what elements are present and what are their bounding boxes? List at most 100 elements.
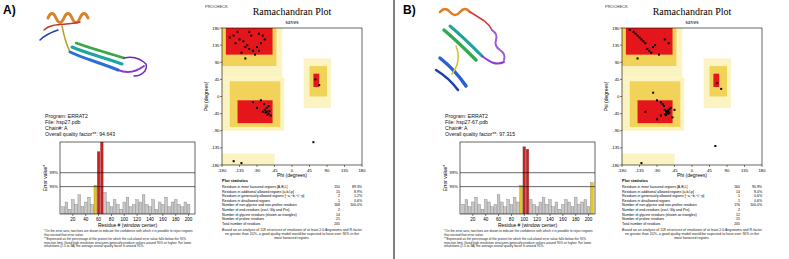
stats-label: Residues in most favoured regions [A,B,L… [222, 185, 287, 189]
bar [568, 202, 571, 214]
y-tick-label: 135 [212, 43, 220, 48]
x-tick-label: 45 [707, 168, 712, 173]
plot-frame [60, 142, 195, 214]
stats-label: Total number of residues [622, 222, 661, 226]
ribbon [40, 30, 58, 40]
ribbon [62, 26, 70, 52]
stats-count: 205 [734, 222, 740, 226]
plot-frame [222, 28, 362, 165]
program-label: PROCHECK [605, 4, 628, 9]
stats-percent: 0.6% [754, 194, 762, 198]
bar [491, 207, 494, 214]
bar [484, 200, 487, 214]
y-tick [220, 79, 222, 80]
bar [571, 207, 574, 214]
errat-info: Overall quality factor**: 94.643 [45, 131, 115, 137]
point [667, 110, 669, 112]
bars [462, 147, 593, 214]
point [262, 111, 264, 113]
bar [587, 207, 590, 214]
bar [107, 202, 110, 214]
bar [536, 207, 539, 214]
panel-divider [394, 0, 395, 259]
bar [149, 207, 152, 214]
core-region [638, 100, 673, 123]
point [640, 162, 642, 164]
point [662, 103, 664, 105]
y-tick [220, 165, 222, 166]
bar [497, 195, 500, 214]
point [235, 42, 237, 44]
stats-title: Plot statistics [222, 178, 249, 183]
stats-count: 168 [334, 203, 340, 207]
generous-region [622, 77, 684, 130]
point [714, 145, 716, 147]
point [233, 35, 235, 37]
stats-note: Based on an analysis of 118 structures o… [622, 228, 762, 241]
y-axis-label: Psi (degrees) [603, 81, 609, 111]
bar [513, 197, 516, 214]
bar [71, 200, 74, 214]
bar [75, 204, 78, 214]
bar [178, 204, 181, 214]
point [660, 115, 662, 117]
errat-footnotes: *On the error axis, two lines are drawn … [44, 230, 196, 249]
x-tick [485, 214, 486, 216]
allowed-region [710, 66, 728, 96]
stats-count: 150 [334, 185, 340, 189]
threshold-line [60, 172, 195, 173]
stats-label: Residues in disallowed regions [222, 199, 270, 203]
figure: A)B)Program: ERRAT2File: hsp27.pdbChain#… [0, 0, 789, 259]
y-tick [620, 28, 622, 29]
stats-label: Total number of residues [222, 222, 261, 226]
x-tick [85, 214, 86, 216]
bar [462, 204, 465, 214]
x-tick-label: -90 [254, 168, 261, 173]
point [268, 110, 270, 112]
x-tick-label: 200 [585, 217, 593, 222]
point [674, 109, 676, 111]
x-tick-label: 180 [172, 217, 180, 222]
stats-count: 21 [336, 217, 340, 221]
x-tick [150, 214, 151, 216]
bar [520, 185, 523, 214]
stats-percent: 0.6% [354, 199, 362, 203]
chart-subtitle: saves [686, 19, 700, 25]
bar [539, 202, 542, 214]
stats-label: Number of end-residues (excl. Gly and Pr… [622, 208, 690, 212]
bar [97, 152, 100, 214]
x-tick-label: 135 [741, 168, 749, 173]
stats-label: Residues in disallowed regions [622, 199, 670, 203]
stats-count: 2 [338, 208, 340, 212]
bar [578, 204, 581, 214]
y-tick-label: -180 [211, 163, 220, 168]
point [656, 99, 658, 101]
y-tick [620, 165, 622, 166]
bar [558, 209, 561, 214]
point [642, 40, 644, 42]
bar [158, 202, 161, 214]
x-axis-label: Residue # (window center) [98, 222, 158, 228]
x-tick [72, 214, 73, 216]
stats-count: 15 [336, 190, 340, 194]
bar [584, 200, 587, 214]
y-tick-label: 180 [612, 26, 620, 31]
y-tick-label: -45 [613, 111, 620, 116]
threshold-label: 99% [450, 170, 459, 175]
stats-count: 12 [736, 213, 740, 217]
bar [523, 147, 526, 214]
y-tick-label: 90 [215, 60, 220, 65]
point [669, 108, 671, 110]
x-tick [111, 214, 112, 216]
point [660, 101, 662, 103]
generous-region [704, 58, 731, 107]
regions [622, 28, 731, 165]
stats-label: Number of proline residues [622, 217, 664, 221]
x-tick-label: 200 [185, 217, 193, 222]
bar [590, 183, 593, 214]
x-tick-label: 160 [159, 217, 167, 222]
bar [161, 204, 164, 214]
point [266, 107, 268, 109]
point [318, 84, 320, 86]
bar [174, 200, 177, 214]
